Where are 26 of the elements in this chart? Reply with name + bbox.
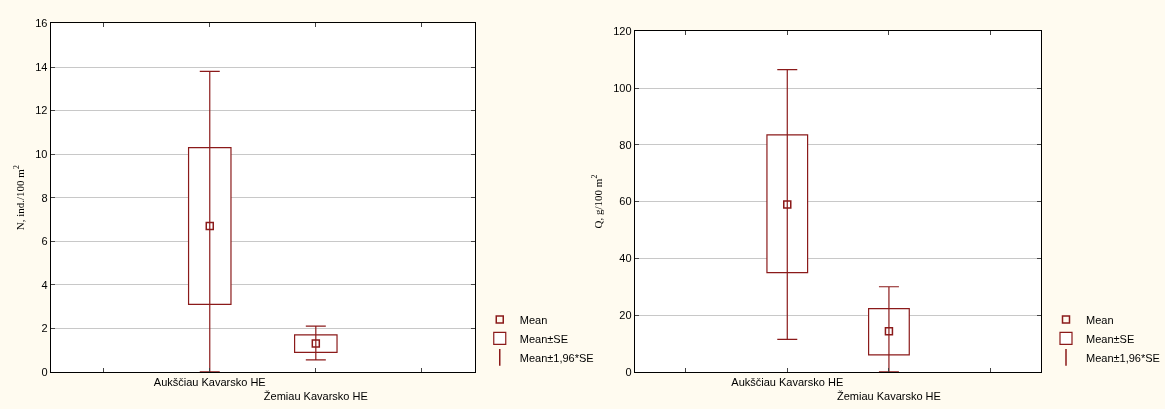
y-tick-label: 2: [41, 322, 48, 335]
x-tick-label: Aukščiau Kavarsko HE: [153, 376, 266, 389]
y-tick-label: 4: [41, 278, 48, 291]
legend-label: Mean: [519, 313, 548, 326]
y-tick-label: 8: [41, 191, 48, 204]
legend-label: Mean: [1086, 313, 1114, 326]
x-tick-label: Žemiau Kavarsko HE: [263, 390, 368, 403]
y-tick-label: 10: [35, 148, 48, 160]
x-tick-label: Aukščiau Kavarsko HE: [731, 376, 844, 389]
y-tick-label: 20: [619, 309, 632, 322]
y-tick-label: 12: [35, 104, 48, 117]
y-tick-label: 6: [41, 235, 48, 248]
y-tick-label: 0: [625, 365, 632, 378]
y-tick-label: 14: [35, 60, 48, 73]
y-tick-label: 120: [613, 25, 632, 38]
y-tick-label: 0: [41, 365, 48, 378]
y-tick-label: 60: [619, 195, 632, 208]
x-tick-label: Žemiau Kavarsko HE: [836, 390, 941, 403]
legend-label: Mean±SE: [1086, 332, 1135, 345]
y-tick-label: 80: [619, 138, 632, 151]
legend-label: Mean±SE: [519, 332, 568, 345]
legend-label: Mean±1,96*SE: [1086, 351, 1160, 364]
legend-label: Mean±1,96*SE: [519, 351, 594, 364]
y-tick-label: 16: [35, 17, 48, 30]
y-tick-label: 100: [613, 81, 632, 94]
y-tick-label: 40: [619, 252, 632, 265]
